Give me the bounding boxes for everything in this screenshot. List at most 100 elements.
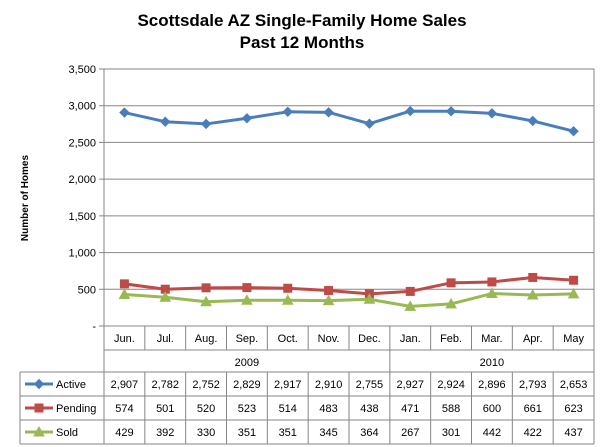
data-point — [567, 287, 580, 299]
data-label: 2,782 — [151, 379, 179, 391]
data-label: 392 — [156, 427, 174, 439]
x-tick-label: Mar. — [481, 333, 502, 345]
data-point — [324, 286, 334, 296]
data-table: Jun. Jul. Aug. Sep. Oct. Nov. Dec. Jan. Feb. Mar.… — [19, 69, 595, 445]
x-tick-label: Jul. — [157, 333, 174, 345]
data-label: 330 — [197, 427, 215, 439]
y-tick-label: 3,000 — [68, 101, 96, 113]
series-line-active — [124, 109, 574, 133]
x-tick-label: Dec. — [358, 333, 381, 345]
x-tick-label: Feb. — [440, 333, 462, 345]
data-point — [119, 279, 129, 289]
data-label: 2,917 — [274, 379, 302, 391]
data-point — [118, 288, 131, 299]
data-label: 600 — [483, 403, 501, 415]
data-point — [404, 300, 417, 311]
data-point — [242, 283, 252, 293]
data-label: 483 — [319, 403, 337, 415]
y-tick-label: 2,000 — [68, 174, 96, 186]
data-label: 351 — [238, 427, 256, 439]
legend-label: Active — [56, 379, 86, 391]
legend-key-marker — [34, 403, 44, 413]
data-point — [323, 107, 334, 118]
data-point — [201, 283, 211, 293]
data-point — [486, 108, 498, 119]
x-tick-label: Jan. — [400, 333, 421, 345]
y-tick-label: - — [92, 321, 96, 333]
x-tick-label: Jun. — [114, 333, 135, 345]
series-line-pending — [124, 275, 574, 296]
y-tick-label: 500 — [78, 284, 96, 296]
data-label: 438 — [360, 403, 378, 415]
data-label: 429 — [115, 427, 133, 439]
x-tick-label: Nov. — [318, 333, 340, 345]
data-label: 574 — [115, 403, 133, 415]
data-point — [200, 295, 212, 307]
y-tick-label: 1,500 — [68, 211, 96, 223]
data-point — [322, 294, 335, 306]
data-label: 514 — [279, 403, 297, 415]
data-point — [527, 115, 538, 127]
series-line-sold — [124, 292, 574, 308]
data-label: 471 — [401, 403, 419, 415]
data-point — [119, 107, 130, 118]
data-label: 437 — [564, 427, 582, 439]
x-tick-label: May — [563, 333, 584, 345]
data-label: 364 — [360, 427, 378, 439]
data-point — [486, 287, 498, 299]
data-label: 351 — [279, 427, 297, 439]
data-point — [405, 286, 415, 296]
data-point — [241, 294, 253, 305]
data-point — [364, 118, 375, 129]
year-label: 2010 — [480, 357, 504, 369]
data-point — [200, 118, 212, 130]
data-point — [405, 105, 416, 117]
data-label: 661 — [524, 403, 542, 415]
chart-title: Scottsdale AZ Single-Family Home Sales — [137, 11, 466, 30]
data-point — [487, 277, 497, 287]
data-label: 2,924 — [437, 379, 465, 391]
data-point — [283, 283, 293, 293]
y-tick-label: 2,500 — [68, 137, 96, 149]
data-point — [282, 106, 293, 118]
data-point — [569, 275, 579, 285]
x-tick-label: Apr. — [523, 333, 543, 345]
data-label: 2,907 — [111, 379, 139, 391]
data-label: 501 — [156, 403, 174, 415]
data-label: 523 — [238, 403, 256, 415]
data-label: 588 — [442, 403, 460, 415]
y-tick-label: 3,500 — [68, 64, 96, 76]
legend-label: Pending — [56, 403, 96, 415]
data-point — [159, 291, 172, 302]
data-point — [241, 113, 253, 124]
chart-subtitle: Past 12 Months — [240, 33, 365, 52]
data-label: 442 — [483, 427, 501, 439]
data-point — [160, 116, 171, 127]
year-label: 2009 — [235, 357, 259, 369]
data-label: 2,829 — [233, 379, 261, 391]
data-label: 267 — [401, 427, 419, 439]
data-point — [568, 125, 579, 137]
legend-key-marker — [33, 425, 45, 437]
data-point — [281, 294, 294, 305]
data-point — [445, 106, 457, 117]
data-point — [528, 272, 538, 282]
data-label: 520 — [197, 403, 215, 415]
y-tick-label: 1,000 — [68, 248, 96, 260]
data-label: 2,793 — [519, 379, 547, 391]
data-label: 623 — [564, 403, 582, 415]
data-point — [445, 297, 457, 309]
data-label: 345 — [319, 427, 337, 439]
legend-key-marker — [33, 378, 45, 390]
data-label: 301 — [442, 427, 460, 439]
x-tick-label: Aug. — [195, 333, 218, 345]
legend-label: Sold — [56, 427, 78, 439]
data-point — [526, 288, 539, 300]
data-label: 2,927 — [396, 379, 424, 391]
data-label: 2,755 — [356, 379, 384, 391]
data-label: 2,653 — [560, 379, 588, 391]
data-label: 2,910 — [315, 379, 343, 391]
x-tick-label: Sep. — [236, 333, 259, 345]
y-axis-label: Number of Homes — [20, 155, 31, 242]
